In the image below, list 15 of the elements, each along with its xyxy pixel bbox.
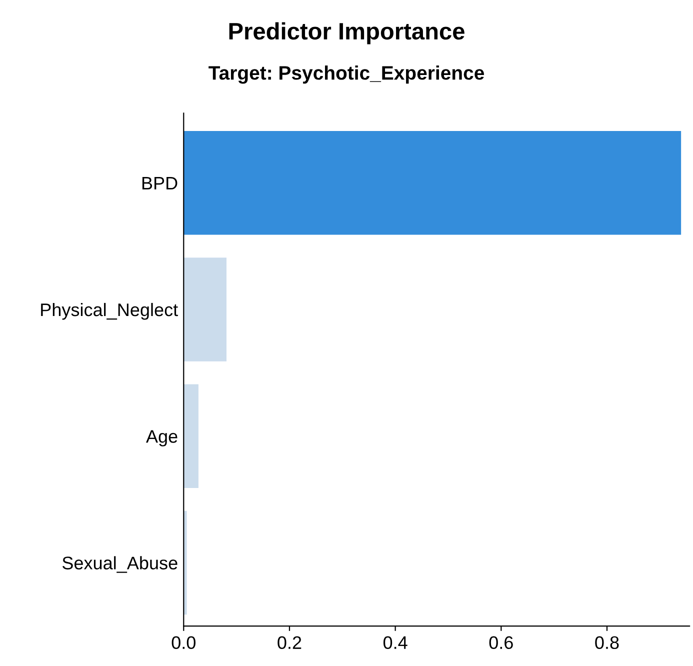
bar — [184, 130, 682, 235]
bar — [184, 258, 227, 362]
x-tick-label: 0.6 — [489, 636, 513, 650]
y-tick-label: Age — [146, 430, 178, 446]
bar — [184, 510, 187, 615]
bar — [184, 384, 198, 488]
y-tick-label: BPD — [142, 176, 178, 190]
chart-subtitle: Target: Psychotic_Experience — [208, 65, 484, 84]
x-tick-label: 0.8 — [595, 636, 619, 650]
x-tick-label: 0.0 — [172, 636, 196, 650]
x-tick-label: 0.2 — [278, 636, 302, 650]
y-tick-label: Sexual_Abuse — [62, 556, 178, 573]
y-tick-label: Physical_Neglect — [41, 302, 178, 320]
x-tick-label: 0.4 — [383, 636, 408, 650]
chart-title: Predictor Importance — [229, 22, 464, 44]
